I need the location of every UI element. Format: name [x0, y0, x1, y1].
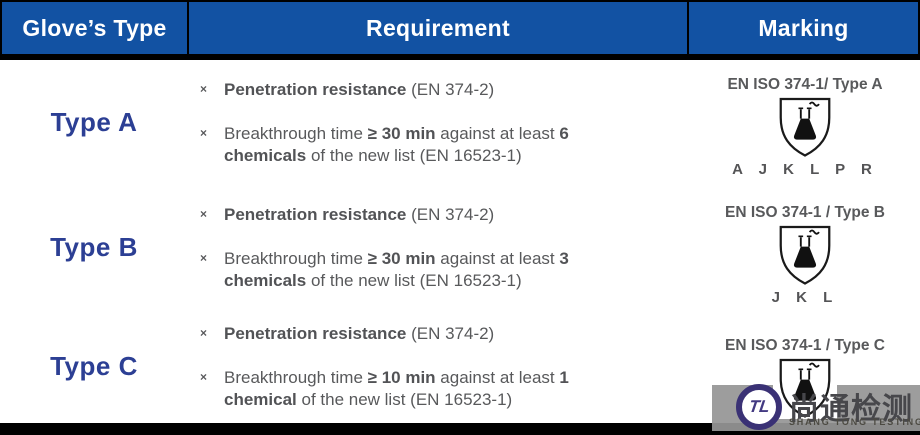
marking-standard-title: EN ISO 374-1 / Type B [725, 204, 885, 221]
bottom-border-bar [0, 423, 920, 435]
requirement-item: × Breakthrough time ≥ 30 min against at … [198, 248, 684, 292]
breakthrough-requirement-text: Breakthrough time ≥ 30 min against at le… [224, 123, 569, 165]
chemical-count: 1 [559, 367, 569, 387]
type-a-requirements: × Penetration resistance (EN 374-2) × Br… [188, 60, 690, 185]
type-c-marking: EN ISO 374-1 / Type C [690, 310, 920, 423]
chemical-resistance-pictogram [773, 96, 837, 158]
threshold-value: ≥ 30 min [367, 123, 436, 143]
shangtong-logo-icon: TL [736, 384, 782, 430]
requirement-item: × Penetration resistance (EN 374-2) [198, 79, 684, 101]
threshold-value: ≥ 10 min [367, 367, 436, 387]
penetration-requirement-text: Penetration resistance (EN 374-2) [224, 323, 494, 345]
req-bold-text: Penetration resistance [224, 204, 407, 224]
requirement-item: × Breakthrough time ≥ 30 min against at … [198, 123, 684, 167]
type-a-marking: EN ISO 374-1/ Type A A J K L P R [690, 60, 920, 185]
type-b-requirements: × Penetration resistance (EN 374-2) × Br… [188, 185, 690, 310]
bullet-icon: × [200, 206, 208, 221]
chemicals-word: chemical [224, 389, 297, 409]
header-requirement: Requirement [189, 2, 687, 54]
marking-standard-title: EN ISO 374-1 / Type C [725, 337, 885, 354]
bullet-icon: × [200, 325, 208, 340]
chemical-hazard-shield-icon [779, 358, 831, 418]
marking-standard-title: EN ISO 374-1/ Type A [727, 76, 883, 93]
req-standard-text: (EN 374-2) [406, 79, 495, 99]
bullet-icon: × [200, 81, 208, 96]
chemical-hazard-shield-icon [779, 225, 831, 285]
breakthrough-requirement-text: Breakthrough time ≥ 10 min against at le… [224, 367, 569, 409]
req-bold-text: Penetration resistance [224, 323, 407, 343]
req-bold-text: Penetration resistance [224, 79, 407, 99]
bullet-icon: × [200, 250, 208, 265]
table-row-type-a: Type A × Penetration resistance (EN 374-… [0, 60, 920, 185]
table-row-type-c: Type C × Penetration resistance (EN 374-… [0, 310, 920, 423]
chemical-hazard-shield-icon [779, 97, 831, 157]
header-gloves-type-label: Glove’s Type [22, 14, 167, 41]
chemical-count: 3 [559, 248, 569, 268]
breakthrough-requirement-text: Breakthrough time ≥ 30 min against at le… [224, 248, 569, 290]
chemical-resistance-pictogram [773, 224, 837, 286]
type-c-cell: Type C [0, 310, 188, 423]
penetration-requirement-text: Penetration resistance (EN 374-2) [224, 204, 494, 226]
logo-monogram: TL [747, 397, 771, 416]
fumes-icon [808, 229, 820, 235]
header-requirement-label: Requirement [366, 14, 510, 41]
watermark-company-name-en: SHANG TONG TESTING [789, 417, 920, 427]
type-b-marking: EN ISO 374-1 / Type B J K L [690, 185, 920, 310]
req-standard-text: (EN 374-2) [406, 323, 495, 343]
fumes-icon [808, 101, 820, 107]
bullet-icon: × [200, 125, 208, 140]
threshold-value: ≥ 30 min [367, 248, 436, 268]
req-standard-text: (EN 374-2) [406, 204, 495, 224]
type-c-requirements: × Penetration resistance (EN 374-2) × Br… [188, 310, 690, 423]
type-a-cell: Type A [0, 60, 188, 185]
type-b-cell: Type B [0, 185, 188, 310]
requirement-item: × Penetration resistance (EN 374-2) [198, 204, 684, 226]
penetration-requirement-text: Penetration resistance (EN 374-2) [224, 79, 494, 101]
marking-performance-letters: J K L [771, 289, 839, 306]
watermark-company-name-cn: 尚通检测 [789, 393, 913, 426]
table-body: Type A × Penetration resistance (EN 374-… [0, 60, 920, 423]
marking-performance-letters: A J K L P R [732, 161, 878, 178]
chemicals-word: chemicals [224, 270, 307, 290]
bullet-icon: × [200, 369, 208, 384]
chemical-count: 6 [559, 123, 569, 143]
requirement-item: × Penetration resistance (EN 374-2) [198, 323, 684, 345]
header-marking-label: Marking [758, 14, 849, 41]
requirement-item: × Breakthrough time ≥ 10 min against at … [198, 367, 684, 411]
table-header-row: Glove’s Type Requirement Marking [0, 0, 920, 60]
type-c-label: Type C [50, 351, 138, 381]
type-a-label: Type A [50, 107, 138, 137]
header-gloves-type: Glove’s Type [2, 2, 187, 54]
header-marking: Marking [689, 2, 918, 54]
table-row-type-b: Type B × Penetration resistance (EN 374-… [0, 185, 920, 310]
type-b-label: Type B [50, 232, 138, 262]
chemicals-word: chemicals [224, 145, 307, 165]
chemical-resistance-pictogram [773, 357, 837, 419]
fumes-icon [808, 362, 820, 368]
